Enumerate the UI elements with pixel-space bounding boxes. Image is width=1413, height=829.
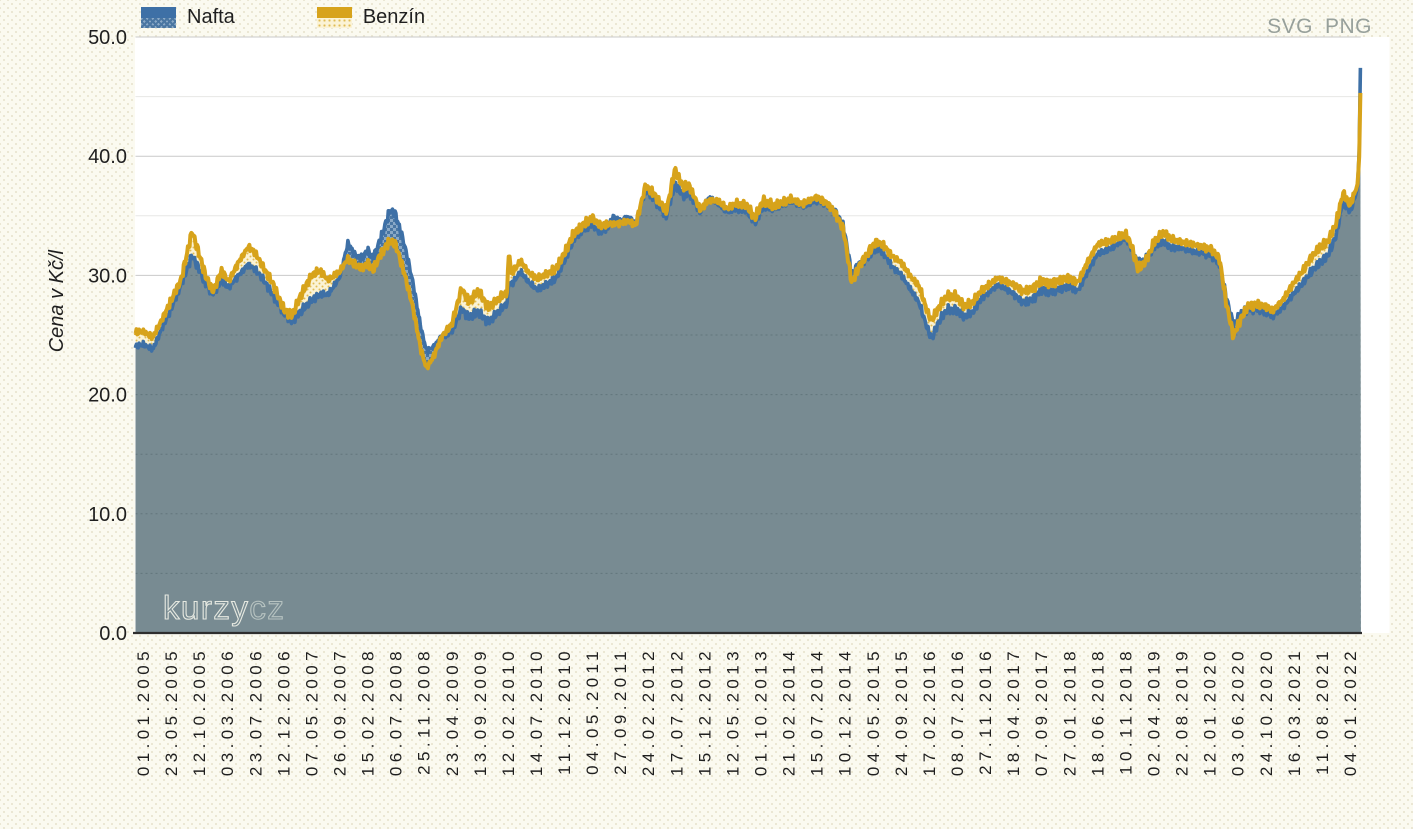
benzin-line xyxy=(133,92,1363,371)
x-tick-label: 16.03.2021 xyxy=(1285,647,1304,776)
x-tick-label: 11.12.2010 xyxy=(555,647,574,775)
kurzy-watermark: kurzycz xyxy=(163,589,285,626)
x-tick-label: 12.01.2020 xyxy=(1201,647,1220,776)
x-tick-label: 17.02.2016 xyxy=(920,647,939,776)
x-tick-label: 21.02.2014 xyxy=(780,647,799,776)
x-tick-label: 01.01.2005 xyxy=(134,647,153,776)
benzin-series-swatch-icon xyxy=(316,7,352,28)
x-tick-label: 04.01.2022 xyxy=(1341,647,1360,776)
x-tick-label: 15.02.2008 xyxy=(359,647,378,776)
x-tick-label: 24.09.2015 xyxy=(892,647,911,776)
legend-item-nafta[interactable]: Nafta xyxy=(141,6,235,29)
x-tick-labels: 01.01.2005 23.05.2005 12.10.2005 03.03.2006… xyxy=(134,647,1360,776)
export-links: SVG PNG xyxy=(1267,15,1372,39)
x-tick-label: 07.05.2007 xyxy=(302,647,321,776)
y-tick-labels: 0.0 10.0 20.0 30.0 40.0 50.0 xyxy=(88,27,127,645)
x-tick-label: 15.12.2012 xyxy=(695,647,714,776)
y-tick-label: 40.0 xyxy=(88,146,127,168)
x-tick-label: 12.02.2010 xyxy=(499,647,518,776)
x-tick-label: 03.06.2020 xyxy=(1229,647,1248,776)
x-tick-label: 11.08.2021 xyxy=(1313,647,1332,775)
y-tick-label: 0.0 xyxy=(99,623,127,645)
x-tick-label: 12.12.2006 xyxy=(274,647,293,776)
x-tick-label: 10.12.2014 xyxy=(836,647,855,776)
x-tick-label: 23.04.2009 xyxy=(443,647,462,776)
x-tick-label: 03.03.2006 xyxy=(218,647,237,776)
x-tick-label: 14.07.2010 xyxy=(527,647,546,776)
x-tick-label: 04.05.2015 xyxy=(864,647,883,776)
x-tick-label: 13.09.2009 xyxy=(471,647,490,776)
x-tick-label: 07.09.2017 xyxy=(1032,647,1051,776)
x-tick-label: 23.05.2005 xyxy=(162,647,181,776)
y-axis-title: Cena v Kč/l xyxy=(46,250,68,353)
x-tick-label: 24.02.2012 xyxy=(639,647,658,776)
x-tick-label: 23.07.2006 xyxy=(246,647,265,776)
nafta-series-swatch-icon xyxy=(141,7,176,28)
x-tick-label: 26.09.2007 xyxy=(331,647,350,776)
legend-label-nafta: Nafta xyxy=(187,6,235,28)
x-tick-label: 15.07.2014 xyxy=(808,647,827,776)
y-tick-label: 30.0 xyxy=(88,265,127,287)
legend-label-benzin: Benzín xyxy=(362,6,426,28)
y-tick-label: 10.0 xyxy=(88,504,127,526)
x-tick-label: 06.07.2008 xyxy=(387,647,406,776)
x-tick-label: 27.09.2011 xyxy=(611,647,630,775)
x-tick-label: 04.05.2011 xyxy=(583,647,602,775)
overlap-area xyxy=(135,92,1361,633)
x-tick-label: 25.11.2008 xyxy=(415,647,434,775)
x-tick-label: 17.07.2012 xyxy=(667,647,686,776)
x-tick-label: 12.10.2005 xyxy=(190,647,209,776)
x-tick-label: 12.05.2013 xyxy=(723,647,742,776)
x-tick-label: 22.08.2019 xyxy=(1173,647,1192,776)
x-tick-label: 01.10.2013 xyxy=(752,647,771,776)
x-tick-label: 18.04.2017 xyxy=(1004,647,1023,776)
x-tick-label: 24.10.2020 xyxy=(1257,647,1276,776)
x-tick-label: 27.11.2016 xyxy=(976,647,995,775)
x-tick-label: 10.11.2018 xyxy=(1116,647,1135,775)
x-tick-label: 27.01.2018 xyxy=(1060,647,1079,776)
x-tick-label: 18.06.2018 xyxy=(1088,647,1107,776)
y-tick-label: 50.0 xyxy=(88,27,127,49)
export-png-link[interactable]: PNG xyxy=(1324,15,1372,38)
y-tick-label: 20.0 xyxy=(88,385,127,407)
x-tick-label: 08.07.2016 xyxy=(948,647,967,776)
legend-item-benzin[interactable]: Benzín xyxy=(316,6,426,29)
x-tick-label: 02.04.2019 xyxy=(1145,647,1164,776)
chart-legend: Nafta Benzín xyxy=(141,6,425,29)
export-svg-link[interactable]: SVG xyxy=(1267,15,1313,38)
